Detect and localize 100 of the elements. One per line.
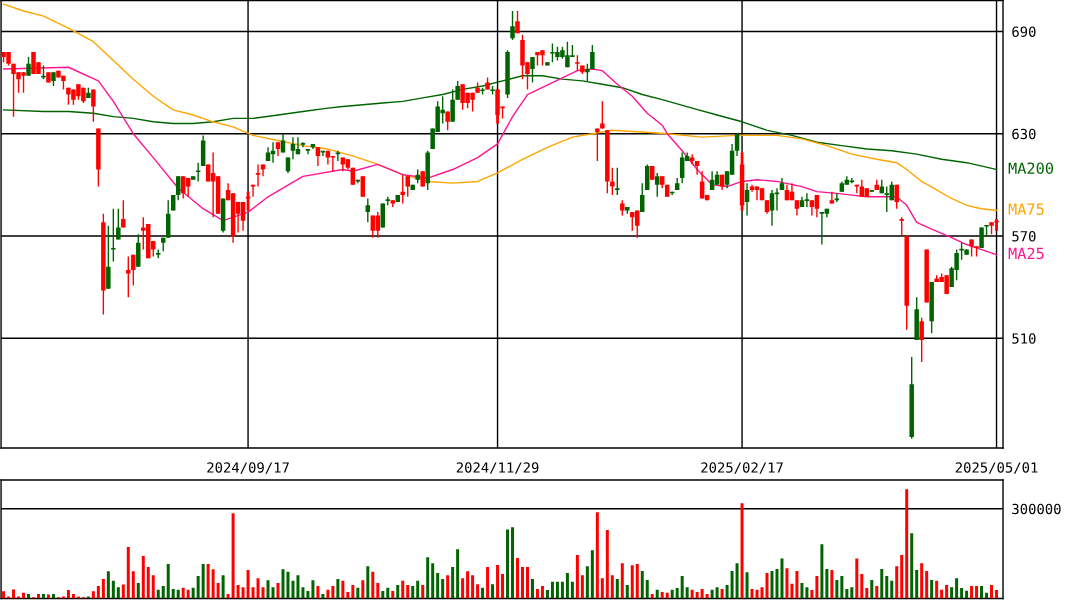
bar bbox=[595, 512, 599, 599]
candlestick bbox=[510, 10, 515, 41]
candlestick bbox=[330, 155, 336, 172]
bar bbox=[835, 579, 839, 599]
bar bbox=[281, 569, 285, 599]
bar bbox=[710, 589, 714, 599]
candlestick bbox=[185, 177, 191, 198]
bar bbox=[855, 558, 859, 599]
candlestick bbox=[919, 317, 924, 363]
bar bbox=[600, 578, 604, 599]
candlestick bbox=[136, 233, 141, 268]
candlestick bbox=[365, 197, 371, 224]
bar bbox=[156, 589, 160, 599]
x-tick-label: 2025/02/17 bbox=[701, 462, 783, 474]
bar bbox=[256, 578, 260, 599]
candlestick bbox=[91, 88, 96, 123]
series-label: MA25 bbox=[1008, 247, 1044, 260]
bar bbox=[486, 567, 490, 599]
bar bbox=[236, 585, 240, 599]
bar bbox=[301, 587, 305, 599]
bar bbox=[466, 571, 470, 599]
bar bbox=[476, 584, 480, 599]
y-tick-label: 690 bbox=[1012, 26, 1036, 37]
bar bbox=[785, 568, 789, 599]
bar bbox=[231, 513, 235, 599]
bar bbox=[71, 594, 75, 599]
x-tick-label: 2024/09/17 bbox=[207, 462, 289, 474]
bar bbox=[920, 563, 924, 599]
bar bbox=[700, 588, 704, 599]
bar bbox=[745, 572, 749, 599]
bar bbox=[501, 573, 505, 599]
bar bbox=[131, 571, 135, 599]
bar bbox=[27, 594, 31, 599]
bar bbox=[496, 564, 500, 599]
bar bbox=[126, 547, 130, 599]
y-tick-label: 300000 bbox=[1012, 503, 1061, 515]
bar bbox=[511, 527, 515, 599]
bar bbox=[111, 580, 115, 599]
bar bbox=[925, 570, 929, 599]
bar bbox=[720, 588, 724, 599]
bar bbox=[660, 591, 664, 599]
bar bbox=[780, 558, 784, 599]
bar bbox=[675, 588, 679, 599]
bar bbox=[850, 587, 854, 599]
candlestick bbox=[111, 208, 116, 263]
bar bbox=[790, 583, 794, 599]
candlestick bbox=[405, 175, 410, 198]
bar bbox=[845, 588, 849, 599]
bar bbox=[915, 570, 919, 599]
bar bbox=[371, 571, 375, 599]
bar bbox=[136, 582, 140, 599]
bar bbox=[341, 580, 345, 599]
bar bbox=[296, 575, 300, 599]
bar bbox=[630, 565, 634, 599]
candlestick bbox=[240, 201, 246, 232]
bar bbox=[585, 566, 589, 599]
bar bbox=[580, 575, 584, 599]
bar bbox=[121, 584, 125, 599]
bar bbox=[271, 587, 275, 599]
bar bbox=[331, 585, 335, 599]
candlestick bbox=[899, 216, 904, 237]
bar bbox=[825, 568, 829, 599]
candlestick bbox=[610, 167, 615, 196]
series-label: MA200 bbox=[1008, 162, 1054, 174]
bar bbox=[326, 589, 330, 599]
candlestick bbox=[645, 163, 650, 191]
bar bbox=[86, 596, 90, 599]
candlestick bbox=[615, 167, 620, 196]
bar bbox=[421, 585, 425, 599]
candlestick bbox=[834, 192, 840, 203]
bar bbox=[795, 570, 799, 599]
bar bbox=[176, 589, 180, 599]
bar bbox=[775, 568, 779, 599]
bar bbox=[116, 587, 120, 599]
bar bbox=[321, 594, 325, 599]
bar bbox=[431, 563, 435, 599]
series-label: MA75 bbox=[1008, 203, 1044, 215]
bar bbox=[610, 575, 614, 599]
bar bbox=[266, 580, 270, 599]
y-tick-label: 570 bbox=[1012, 230, 1036, 242]
bar bbox=[810, 590, 814, 599]
bar bbox=[550, 581, 554, 599]
bar bbox=[2, 591, 6, 599]
bar bbox=[306, 591, 310, 599]
candlestick bbox=[175, 175, 181, 201]
bar bbox=[146, 567, 150, 599]
candlestick bbox=[600, 100, 605, 130]
bar bbox=[955, 578, 959, 599]
candlestick bbox=[360, 175, 366, 198]
bar bbox=[555, 581, 559, 599]
bar bbox=[201, 564, 205, 599]
bar bbox=[436, 573, 440, 599]
bar bbox=[316, 585, 320, 599]
candlestick bbox=[250, 184, 256, 198]
bar bbox=[461, 578, 465, 599]
bar bbox=[451, 567, 455, 599]
candlestick bbox=[400, 173, 405, 205]
bar bbox=[76, 596, 80, 599]
candlestick bbox=[590, 44, 595, 70]
candlestick bbox=[290, 136, 296, 160]
